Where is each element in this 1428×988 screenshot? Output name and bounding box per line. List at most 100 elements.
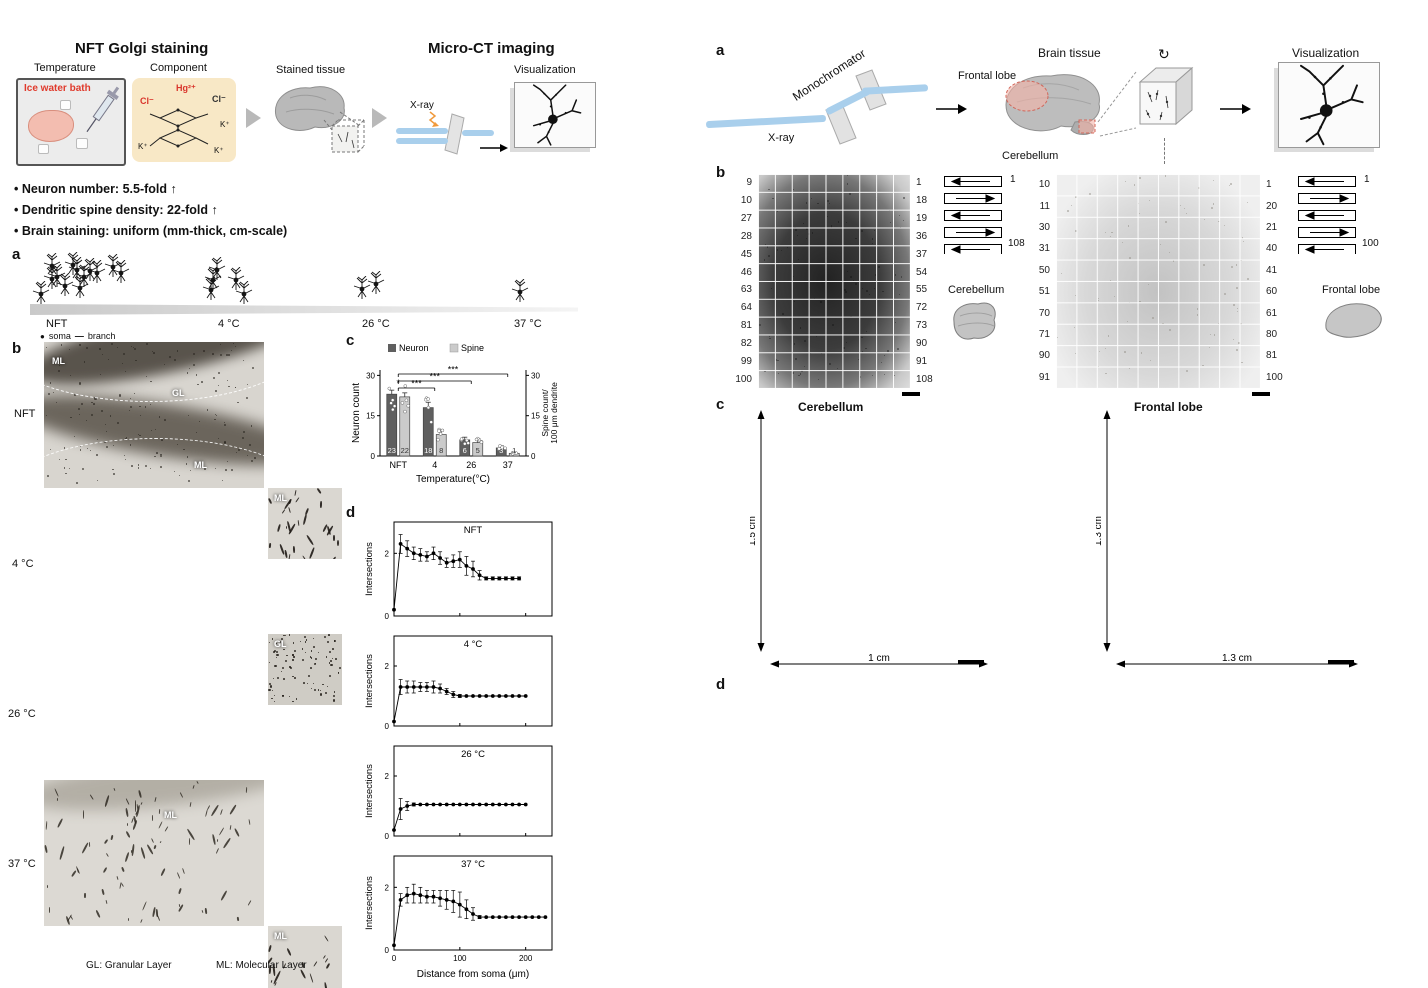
texture-dot — [332, 694, 335, 698]
temperature-gradient-arrow — [30, 304, 578, 315]
svg-text:5: 5 — [476, 446, 480, 455]
texture-dot — [77, 407, 80, 410]
texture-dot — [201, 909, 204, 913]
tile-number: 28 — [740, 230, 752, 242]
svg-text:Neuron count: Neuron count — [351, 383, 362, 443]
texture-dot — [302, 658, 305, 661]
frontal-mosaic: 10 11 30 31 50 51 70 71 90 91 1 20 21 40 41 60 61 80 81 10… — [1034, 174, 1288, 388]
bullet-icon: • — [14, 203, 19, 217]
texture-dot — [272, 638, 274, 640]
texture-dot — [268, 682, 271, 685]
cl-ion-label-2: Cl⁻ — [212, 94, 226, 104]
texture-dot — [126, 822, 128, 826]
cerebellum-shape-icon — [953, 302, 996, 340]
texture-dot — [139, 414, 142, 417]
tile-number: 46 — [740, 266, 752, 278]
texture-dot — [103, 839, 108, 845]
visualization-panel-right — [1278, 62, 1380, 148]
texture-dot — [139, 846, 146, 859]
branch-dash-icon: — — [74, 331, 84, 341]
tile-number: 36 — [916, 230, 928, 242]
texture-dot — [268, 641, 271, 644]
width-dimension-label: 1.3 cm — [1222, 653, 1252, 664]
texture-dot — [139, 405, 142, 408]
tile-number: 30 — [1038, 222, 1050, 234]
texture-dot — [196, 432, 197, 434]
texture-dot — [104, 423, 107, 426]
micrograph-nft-gl-zoom: GL — [268, 634, 342, 705]
texture-dot — [313, 960, 318, 966]
frontal-lobe-shape-icon — [1325, 303, 1382, 338]
row-label-26c: 26 °C — [8, 708, 36, 720]
texture-dot — [304, 508, 309, 516]
texture-dot — [242, 430, 245, 433]
texture-dot — [89, 793, 94, 800]
texture-dot — [328, 634, 331, 636]
svg-text:***: *** — [411, 379, 422, 389]
cerebellum-mosaic-name: Cerebellum — [948, 284, 1005, 296]
row-label-37c: 37 °C — [8, 858, 36, 870]
molecule-diagram — [149, 108, 209, 148]
svg-text:Intersections: Intersections — [364, 764, 375, 818]
caption-granular-layer: GL: Granular Layer — [86, 960, 172, 971]
texture-dot — [305, 639, 307, 641]
svg-text:37 °C: 37 °C — [461, 859, 485, 870]
stain-texture — [268, 488, 342, 559]
texture-dot — [325, 656, 328, 658]
texture-dot — [289, 695, 291, 697]
visualization-label-right: Visualization — [1292, 46, 1360, 60]
texture-dot — [313, 646, 316, 649]
texture-dot — [329, 556, 337, 559]
texture-dot — [57, 798, 59, 801]
svg-text:Intersections: Intersections — [364, 654, 375, 708]
k-ion-label-2: K⁺ — [220, 120, 230, 129]
frontal-mosaic-name: Frontal lobe — [1322, 284, 1381, 296]
texture-dot — [268, 689, 271, 692]
texture-dot — [105, 900, 108, 905]
texture-dot — [320, 693, 323, 696]
texture-dot — [327, 641, 330, 643]
timeline-label-nft: NFT — [46, 318, 68, 330]
tile-number: 18 — [916, 195, 928, 207]
texture-dot — [322, 683, 325, 686]
texture-dot — [199, 421, 201, 423]
texture-dot — [283, 634, 285, 637]
texture-dot — [308, 674, 311, 677]
texture-dot — [137, 790, 142, 799]
timeline-label-4c: 4 °C — [218, 318, 240, 330]
svg-text:26 °C: 26 °C — [461, 749, 485, 760]
texture-dot — [45, 820, 48, 830]
tissue-cube — [1134, 62, 1198, 136]
visualization-label: Visualization — [514, 64, 576, 76]
svg-text:1: 1 — [512, 446, 516, 455]
texture-dot — [332, 699, 336, 702]
texture-dot — [124, 808, 129, 818]
ice-water-bath-box: Ice water bath — [16, 78, 126, 166]
texture-dot — [113, 788, 116, 792]
texture-dot — [142, 901, 148, 911]
texture-dot — [45, 415, 47, 417]
texture-dot — [320, 689, 322, 692]
texture-dot — [88, 841, 91, 847]
texture-dot — [310, 650, 313, 652]
texture-dot — [250, 424, 253, 427]
texture-dot — [277, 523, 282, 532]
tile-number: 10 — [740, 195, 752, 207]
texture-dot — [270, 697, 273, 700]
projection-lines — [1097, 71, 1137, 137]
svg-text:0: 0 — [392, 954, 397, 963]
tile-number: 31 — [1038, 243, 1050, 255]
texture-dot — [218, 827, 225, 837]
neuron-glyph — [63, 252, 83, 276]
cerebellum-ct-title: Cerebellum — [798, 400, 864, 414]
k-ion-label: K⁺ — [138, 142, 148, 151]
up-arrow-icon: ↑ — [211, 203, 218, 217]
svg-text:4: 4 — [432, 460, 437, 470]
texture-dot — [74, 394, 76, 397]
texture-dot — [297, 519, 300, 526]
serpentine-icon — [944, 176, 1004, 254]
texture-dot — [283, 648, 285, 651]
mosaic-left-numbers: 10 11 30 31 50 51 70 71 90 91 — [1034, 174, 1053, 388]
timeline-label-37c: 37 °C — [514, 318, 542, 330]
tile-number: 72 — [916, 302, 928, 314]
